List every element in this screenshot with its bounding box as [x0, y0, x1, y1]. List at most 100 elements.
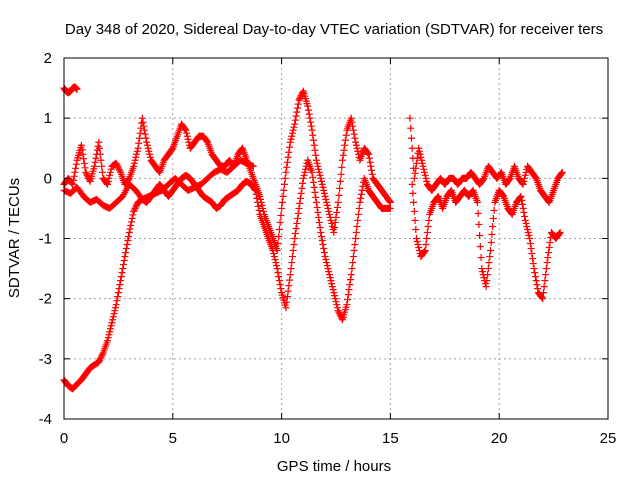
- data-point: [479, 175, 487, 183]
- data-point: [414, 241, 422, 249]
- data-point: [415, 147, 423, 155]
- data-point: [354, 147, 362, 155]
- axis-ticks: 0 5 10 15 20 25 -4 -3 -2 -1 0 1 2: [39, 50, 617, 447]
- data-point: [366, 158, 374, 166]
- data-point: [104, 177, 112, 185]
- data-point: [106, 328, 114, 336]
- data-point: [296, 194, 304, 202]
- data-point: [253, 194, 261, 202]
- data-point: [95, 358, 103, 366]
- data-point: [321, 253, 329, 261]
- data-point: [82, 168, 90, 176]
- data-point: [315, 168, 323, 176]
- data-point: [476, 231, 484, 239]
- x-axis-label: GPS time / hours: [277, 458, 391, 475]
- data-point: [334, 307, 342, 315]
- data-point: [133, 147, 141, 155]
- data-point: [350, 130, 358, 138]
- data-point: [322, 195, 330, 203]
- data-point: [323, 198, 331, 206]
- data-point: [275, 277, 283, 285]
- data-point: [523, 225, 531, 233]
- data-point: [104, 180, 112, 188]
- data-point: [314, 162, 322, 170]
- data-point: [129, 211, 137, 219]
- data-point: [97, 353, 105, 361]
- data-point: [418, 159, 426, 167]
- data-point: [91, 158, 99, 166]
- chart-title: Day 348 of 2020, Sidereal Day-to-day VTE…: [65, 21, 603, 38]
- data-point: [320, 186, 328, 194]
- data-point: [529, 260, 537, 268]
- data-point: [327, 277, 335, 285]
- data-point: [318, 180, 326, 188]
- data-point: [331, 223, 339, 231]
- data-point: [352, 138, 360, 146]
- data-point: [77, 141, 85, 149]
- data-point: [306, 114, 314, 122]
- data-point: [522, 219, 530, 227]
- data-point: [478, 265, 486, 273]
- data-point: [526, 240, 534, 248]
- data-point: [343, 301, 351, 309]
- data-point: [80, 155, 88, 163]
- data-point: [293, 108, 301, 116]
- data-point: [540, 283, 548, 291]
- data-point: [332, 213, 340, 221]
- data-point: [143, 138, 151, 146]
- data-point: [304, 106, 312, 114]
- data-point: [532, 277, 540, 285]
- data-point: [420, 165, 428, 173]
- data-point: [254, 202, 262, 210]
- data-point: [278, 198, 286, 206]
- data-point: [318, 237, 326, 245]
- data-point: [411, 169, 419, 177]
- data-point: [307, 118, 315, 126]
- data-point: [367, 162, 375, 170]
- data-point: [98, 350, 106, 358]
- data-point: [352, 141, 360, 149]
- data-point: [281, 180, 289, 188]
- data-point: [115, 285, 123, 293]
- data-point: [556, 228, 564, 236]
- data-point: [310, 141, 318, 149]
- data-point: [411, 216, 419, 224]
- data-point: [351, 241, 359, 249]
- data-point: [521, 216, 529, 224]
- data-point: [298, 184, 306, 192]
- data-point: [96, 150, 104, 158]
- data-point: [539, 289, 547, 297]
- data-point: [181, 125, 189, 133]
- data-point: [301, 168, 309, 176]
- data-point: [108, 319, 116, 327]
- data-point: [328, 283, 336, 291]
- data-point: [278, 204, 286, 212]
- data-point: [325, 271, 333, 279]
- data-point: [409, 189, 417, 197]
- data-point: [484, 265, 492, 273]
- data-point: [288, 253, 296, 261]
- data-point: [310, 136, 318, 144]
- data-point: [117, 277, 125, 285]
- data-point: [292, 224, 300, 232]
- data-point: [293, 219, 301, 227]
- data-point: [341, 136, 349, 144]
- data-point: [104, 334, 112, 342]
- data-point: [545, 249, 553, 257]
- data-point: [69, 176, 77, 184]
- data-point: [358, 186, 366, 194]
- data-point: [116, 281, 124, 289]
- data-point: [317, 232, 325, 240]
- data-point: [518, 196, 526, 204]
- data-point: [90, 162, 98, 170]
- data-point: [68, 179, 76, 187]
- data-point: [332, 298, 340, 306]
- data-point: [315, 165, 323, 173]
- data-point: [386, 198, 394, 206]
- data-point: [352, 228, 360, 236]
- data-point: [317, 228, 325, 236]
- data-point: [354, 216, 362, 224]
- data-marks: [60, 83, 566, 393]
- data-point: [520, 208, 528, 216]
